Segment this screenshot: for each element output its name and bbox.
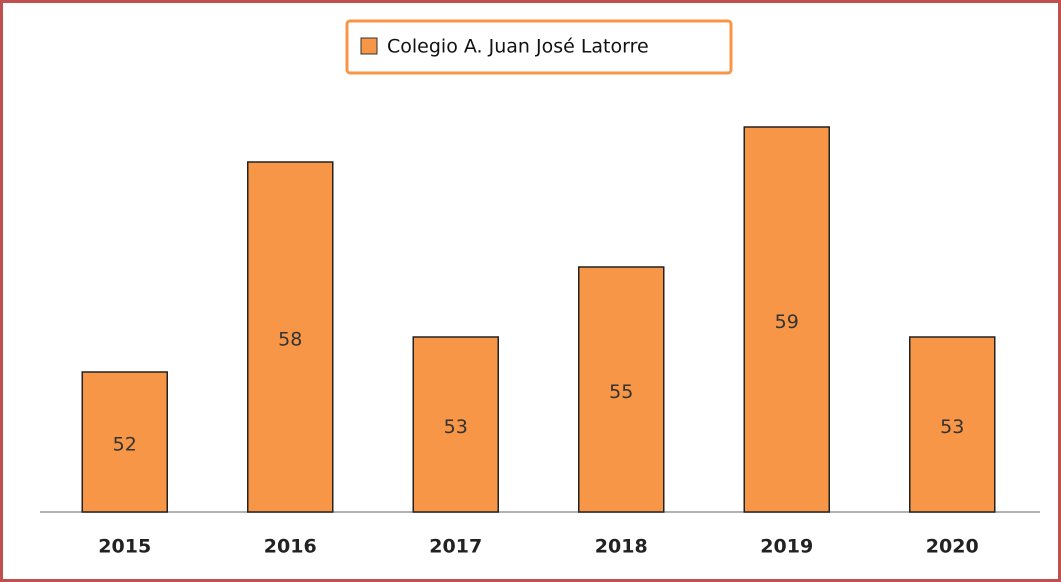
data-label: 58: [278, 329, 302, 351]
bar: [909, 336, 996, 513]
data-label: 53: [444, 416, 468, 438]
data-label: 53: [940, 416, 964, 438]
x-tick-label: 2020: [926, 536, 979, 558]
bar: [81, 371, 168, 513]
x-tick-label: 2015: [98, 536, 151, 558]
data-label: 52: [113, 434, 137, 456]
bar: [578, 266, 665, 513]
x-tick-label: 2017: [429, 536, 482, 558]
legend-box: [345, 19, 733, 75]
x-tick-label: 2016: [264, 536, 317, 558]
x-tick-label: 2019: [760, 536, 813, 558]
legend-label: Colegio A. Juan José Latorre: [387, 36, 649, 58]
bar: [247, 161, 334, 513]
legend-swatch: [360, 37, 378, 55]
bar: [412, 336, 499, 513]
bar: [743, 126, 830, 513]
data-label: 59: [775, 311, 799, 333]
x-tick-label: 2018: [595, 536, 648, 558]
data-label: 55: [609, 381, 633, 403]
